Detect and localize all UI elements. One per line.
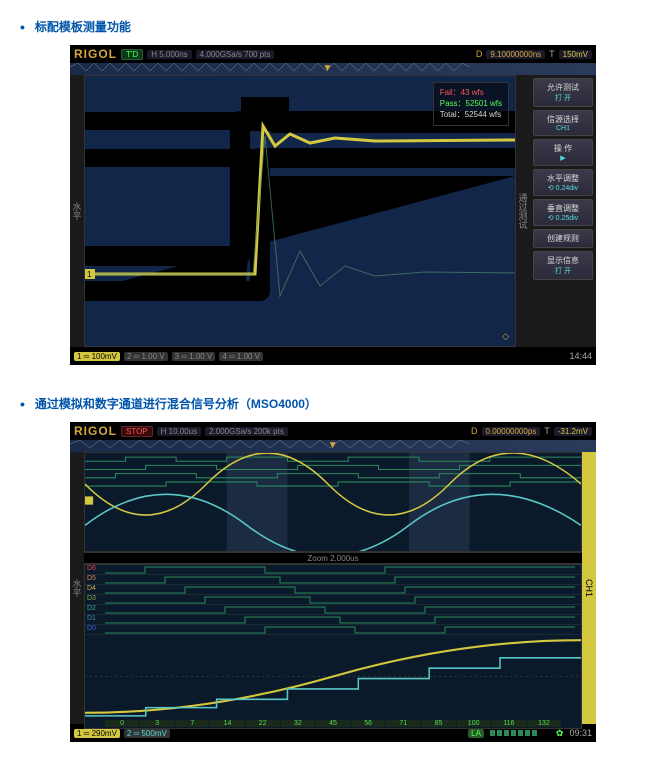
panel-button[interactable]: 允许测试打 开 [533,78,593,107]
delay-label: D [471,426,478,436]
panel-button[interactable]: 显示信息打 开 [533,251,593,280]
timebase: H 10.00us [157,427,201,436]
channel-badge[interactable]: 2 ═ 1.00 V [124,352,168,361]
digital-row: D4 [85,585,581,595]
timebase-cell: 116 [492,720,526,727]
zigzag-icon [70,440,470,448]
stats-box: Fail：43 wfs Pass：52501 wfs Total：52544 w… [433,82,509,126]
trigger-position-bar: ▼ [70,63,596,75]
digital-row: D3 [85,595,581,605]
clock: 14:44 [569,351,592,361]
la-badge: LA [468,729,484,738]
timebase-cell: 14 [210,720,244,727]
delay-value: 0.00000000ps [482,427,541,436]
sample-rate: 4.000GSa/s 700 pts [196,50,275,59]
timebase-cell: 22 [246,720,280,727]
corner-icon: ◇ [502,331,509,342]
oscilloscope-screen-1: RIGOL T'D H 5.000ns 4.000GSa/s 700 pts D… [70,45,596,365]
trigger-value: -31.2mV [554,427,592,436]
digital-row: D2 [85,605,581,615]
trigger-marker-icon: ▼ [328,440,338,451]
stat-pass: Pass：52501 wfs [440,98,502,109]
zoom-svg [85,635,581,718]
trigger-value: 150mV [559,50,592,59]
timebase-cell: 56 [351,720,385,727]
trigger-marker-icon: ▼ [322,63,332,74]
logo: RIGOL [74,47,117,61]
waveform-display[interactable]: 1 Fail：43 wfs Pass：52501 wfs Total：52544… [84,75,516,347]
stat-fail: Fail：43 wfs [440,87,502,98]
trigger-label: T [549,49,555,59]
left-side-label: 水平 [70,75,84,347]
panel-button[interactable]: 操 作▶ [533,139,593,166]
timebase-cell: 3 [140,720,174,727]
right-panel: 允许测试打 开信源选择CH1 操 作▶ 水平调整⟲ 0.24div 垂直调整⟲ 0.2… [530,75,596,347]
zigzag-icon [70,63,470,71]
logo: RIGOL [74,424,117,438]
zoom-waveform[interactable]: D6D5D4D3D2D1D0 0371422324556718510011613… [84,564,582,729]
timebase-cell: 32 [281,720,315,727]
channel-badge[interactable]: 3 ═ 1.00 V [172,352,216,361]
timebase-cell: 45 [316,720,350,727]
timebase-row: 03714223245567185100116132 [85,718,581,728]
trigger-label: T [544,426,550,436]
panel-button[interactable]: 垂直调整⟲ 0.25div [533,199,593,226]
section1-title: 标配模板测量功能 [20,18,644,35]
timebase-cell: 0 [105,720,139,727]
section2-title: 通过模拟和数字通道进行混合信号分析（MSO4000） [20,395,644,412]
delay-label: D [476,49,483,59]
right-side-label-2: CH1 [582,452,596,724]
top-bar-2: RIGOL STOP H 10.00us 2.000GSa/s 200k pts… [70,422,596,440]
clock-2: 09:31 [569,728,592,738]
delay-value: 9.10000000ns [486,50,545,59]
channel-badge[interactable]: 1 ═ 290mV [74,729,120,738]
digital-row: D1 [85,615,581,625]
trigger-position-bar-2: ▼ [70,440,596,452]
stat-total: Total：52544 wfs [440,109,502,120]
channel-badge[interactable]: 2 ═ 500mV [124,729,170,738]
overview-svg [85,453,581,551]
sample-rate: 2.000GSa/s 200k pts [205,427,288,436]
top-bar: RIGOL T'D H 5.000ns 4.000GSa/s 700 pts D… [70,45,596,63]
run-state[interactable]: T'D [121,49,143,60]
overview-waveform[interactable] [84,452,582,552]
digital-row: D5 [85,575,581,585]
digital-row: D0 [85,625,581,635]
right-side-label: 通过测试 [516,75,530,347]
panel-button[interactable]: 创建规则 [533,229,593,248]
timebase-cell: 100 [457,720,491,727]
la-indicator-icon [490,728,550,738]
timebase-cell: 7 [175,720,209,727]
bottom-bar: 1 ═ 100mV2 ═ 1.00 V3 ═ 1.00 V4 ═ 1.00 V … [70,347,596,365]
zoom-label: Zoom 2.000us [84,552,582,564]
svg-text:1: 1 [87,270,92,279]
channel-badge[interactable]: 1 ═ 100mV [74,352,120,361]
panel-button[interactable]: 信源选择CH1 [533,110,593,136]
digital-row: D6 [85,565,581,575]
oscilloscope-screen-2: RIGOL STOP H 10.00us 2.000GSa/s 200k pts… [70,422,596,742]
left-side-label-2: 水平 [70,452,84,724]
timebase-cell: 85 [421,720,455,727]
timebase: H 5.000ns [147,50,191,59]
timebase-cell: 132 [527,720,561,727]
channel-badge[interactable]: 4 ═ 1.00 V [219,352,263,361]
panel-button[interactable]: 水平调整⟲ 0.24div [533,169,593,196]
run-state[interactable]: STOP [121,426,153,437]
timebase-cell: 71 [386,720,420,727]
